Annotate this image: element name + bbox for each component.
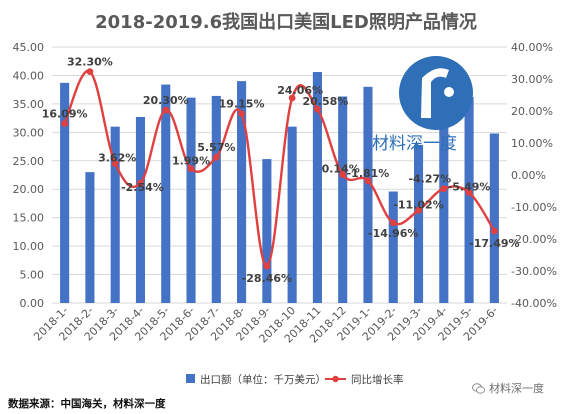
line-data-label: 20.58% [303,95,349,108]
bar [489,133,499,303]
line-marker [364,177,372,185]
bar [262,159,272,303]
line-data-label: -4.27% [408,173,451,186]
y-left-tick-label: 30.00 [13,126,45,139]
line-data-label: -11.02% [393,198,443,211]
line-marker [187,165,195,173]
line-marker [137,179,144,187]
bar [363,86,373,303]
y-right-tick-label: 40.00% [511,41,553,54]
bar [135,116,146,304]
y-axis-left: 0.00 5.00 10.00 15.00 20.00 25.00 30.00 35.00 40… [13,41,45,310]
legend-line-marker [332,375,339,383]
line-data-label: 5.57% [197,141,235,154]
line-marker [415,206,422,214]
line-data-label: 1.99% [172,155,210,168]
y-right-tick-label: 0.00% [511,169,546,182]
line-data-label: 0.14% [322,163,360,176]
y-right-tick-label: 20.00% [511,105,553,118]
bar [186,97,196,304]
x-axis: 2018-1-2018-2-2018-3-2018-4-2018-5-2018-… [31,304,500,346]
bar [338,96,348,303]
legend: 出口额（单位：千万美元） 同比增长率 [186,373,404,386]
wechat-icon [472,382,485,394]
legend-bar-label: 出口额（单位：千万美元） [200,373,326,386]
y-right-tick-label: -40.00% [511,297,557,310]
line-marker [86,68,94,76]
bar [85,172,95,303]
line-marker [162,106,170,114]
line-marker [111,160,119,167]
line-data-label: -2.54% [121,181,164,194]
y-left-tick-label: 20.00 [13,183,45,196]
line-marker [238,110,245,118]
watermark-text: 材料深一度 [372,134,457,154]
line-data-label: 16.09% [42,108,88,121]
bar [60,82,70,303]
line-data-label: -14.96% [368,227,418,240]
y-left-tick-label: 10.00 [13,240,45,253]
corner-watermark-text: 材料深一度 [489,382,544,395]
line-data-label: -17.49% [469,237,519,250]
line-data-label: 24.06% [277,84,323,97]
line-data-label: -28.46% [242,272,292,285]
y-right-tick-label: 10.00% [511,137,553,150]
y-right-tick-label: -10.00% [511,201,557,214]
line-marker [490,227,498,235]
line-data-labels: 16.09% 32.30% 3.62% -2.54% 20.30% 1.99%5.57% 1… [42,56,520,285]
watermark-logo [399,56,473,130]
corner-watermark: 材料深一度 [472,380,544,396]
bar [312,72,322,303]
y-axis-right: -40.00% -30.00% -20.00% -10.00% 0.00% 10.00% 2… [511,41,557,310]
y-left-tick-label: 45.00 [13,41,45,54]
bar [413,144,424,303]
line-data-label: 20.30% [143,94,189,107]
bar [110,126,120,304]
line-data-label: -5.49% [448,181,491,194]
bar [388,191,398,303]
bar [161,84,171,304]
line-marker [212,153,220,161]
watermark: 材料深一度 [372,56,473,154]
line-data-label: -1.81% [347,167,390,180]
chart-title: 2018-2019.6我国出口美国LED照明产品情况 [95,11,477,33]
line-marker [339,171,347,178]
bar [287,126,297,304]
source-note: 数据来源：中国海关，材料深一度 [8,398,166,410]
bar [237,81,247,303]
line-marker [288,94,296,102]
y-right-tick-label: 30.00% [511,73,553,86]
legend-bar-swatch [186,374,195,383]
line-series [61,68,498,270]
y-left-tick-label: 25.00 [13,155,45,168]
line-data-label: 3.62% [98,151,136,164]
line-data-label: 32.30% [67,56,113,69]
bar-series [60,72,499,304]
watermark-logo-mark [421,68,449,118]
y-left-tick-label: 5.00 [20,269,45,282]
watermark-logo-dot [444,87,454,97]
line-marker [389,219,397,227]
line-marker [440,185,448,193]
y-left-tick-label: 15.00 [13,212,45,225]
y-left-tick-label: 35.00 [13,98,45,111]
y-right-tick-label: -30.00% [511,265,557,278]
bar [439,125,449,303]
line-marker [61,120,69,127]
legend-line-label: 同比增长率 [351,373,404,386]
line-data-label: 19.15% [219,98,265,111]
y-right-tick-label: -20.00% [511,233,557,246]
bar [464,97,474,303]
y-left-tick-label: 40.00 [13,69,45,82]
line-marker [314,105,321,113]
bar [211,95,221,304]
line-marker [465,189,473,196]
y-left-tick-label: 0.00 [20,297,45,310]
line-marker [263,262,271,270]
